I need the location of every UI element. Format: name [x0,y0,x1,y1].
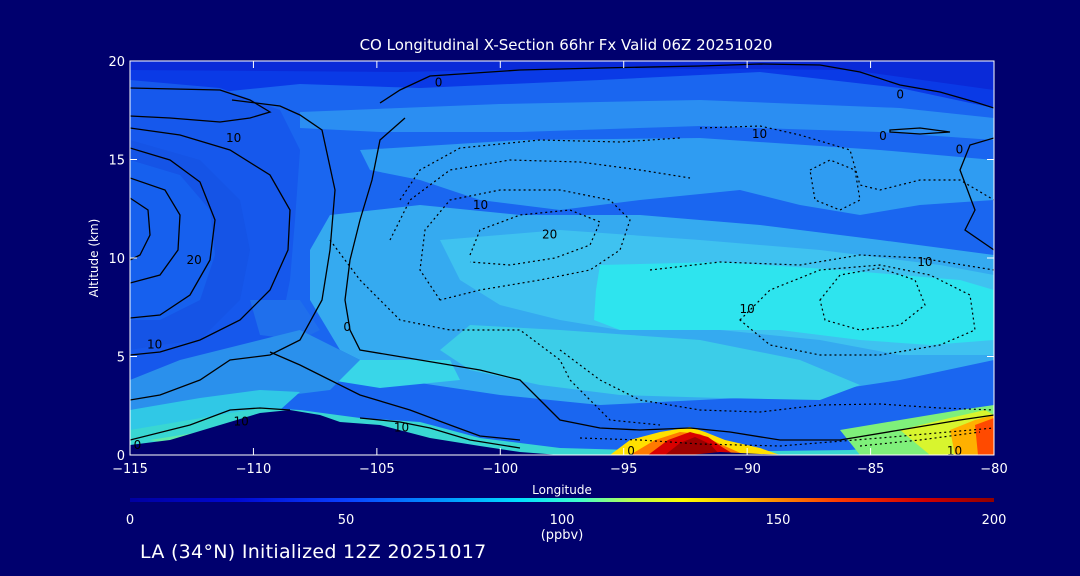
contour-label: 0 [134,438,142,452]
y-tick-label: 15 [108,154,125,169]
y-axis-ticks: 0 5 10 15 20 [108,55,994,464]
contour-label: 0 [956,143,964,157]
chart-title: CO Longitudinal X-Section 66hr Fx Valid … [360,36,773,54]
x-tick-label: −105 [359,462,395,477]
y-axis-label: Altitude (km) [87,219,101,298]
y-tick-label: 20 [108,55,125,70]
contour-label: 10 [226,131,241,145]
contour-label: 10 [740,302,755,316]
x-axis-ticks: −115 −110 −105 −100 −95 −90 −85 −80 [112,61,1008,477]
contour-label: 0 [879,129,887,143]
y-tick-label: 5 [117,351,125,366]
colorbar [130,498,994,502]
contour-lines [130,63,994,449]
colorbar-ticks: 0 50 100 150 200 [126,513,1007,528]
contour-label: 0 [343,320,351,334]
x-tick-label: −100 [482,462,518,477]
concentration-field [130,61,994,455]
contour-label: 10 [947,444,962,458]
y-tick-label: 10 [108,252,125,267]
contour-label: 10 [147,338,162,352]
x-axis-label: Longitude [532,483,592,497]
colorbar-unit: (ppbv) [541,528,584,543]
colorbar-tick-label: 50 [338,513,355,528]
contour-label: 20 [542,227,557,241]
colorbar-tick-label: 100 [550,513,575,528]
contour-labels: 0 0 0 0 10 10 10 20 20 10 10 0 10 10 10 0 0 10 [134,76,964,458]
x-tick-label: −115 [112,462,148,477]
colorbar-tick-label: 150 [766,513,791,528]
negative-contours [329,125,994,447]
run-info-footer: LA (34°N) Initialized 12Z 20251017 [140,541,487,563]
colorbar-tick-label: 0 [126,513,134,528]
colorbar-tick-label: 200 [982,513,1007,528]
x-tick-label: −95 [610,462,637,477]
contour-label: 10 [233,415,248,429]
contour-label: 10 [752,127,767,141]
contour-label: 20 [187,253,202,267]
x-tick-label: −80 [980,462,1007,477]
contour-label: 0 [627,444,635,458]
contour-label: 0 [896,87,904,101]
contour-label: 10 [917,255,932,269]
contour-label: 10 [473,198,488,212]
x-tick-label: −90 [733,462,760,477]
y-tick-label: 0 [117,449,125,464]
contour-label: 10 [394,420,409,434]
contour-label: 0 [435,76,443,90]
x-tick-label: −85 [857,462,884,477]
x-tick-label: −110 [236,462,272,477]
